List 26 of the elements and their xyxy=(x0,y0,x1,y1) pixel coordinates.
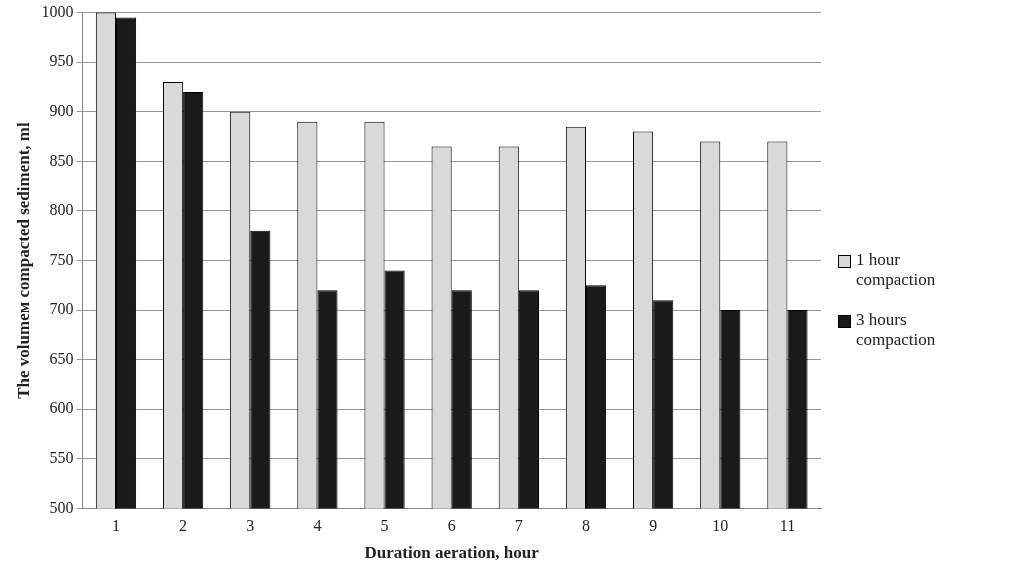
y-axis-title: The volumeм compacted sediment, ml xyxy=(13,121,33,399)
x-tick-label: 2 xyxy=(179,517,188,535)
y-tick-label: 600 xyxy=(49,399,74,417)
y-tick-label: 850 xyxy=(49,151,74,169)
legend-label: 1 hour compaction xyxy=(856,250,937,290)
x-tick-label: 6 xyxy=(447,517,456,535)
x-tick-label: 4 xyxy=(313,517,322,535)
y-tick-label: 950 xyxy=(49,52,74,70)
x-tick-label: 10 xyxy=(712,517,729,535)
x-tick-label: 11 xyxy=(779,517,796,535)
legend-label: 3 hours compaction xyxy=(856,310,937,350)
x-tick-label: 5 xyxy=(380,517,389,535)
x-tick-label: 9 xyxy=(649,517,658,535)
x-tick-label: 8 xyxy=(581,517,590,535)
x-tick-label: 7 xyxy=(514,517,523,535)
y-tick-label: 750 xyxy=(49,250,74,268)
x-tick-label: 3 xyxy=(246,517,255,535)
y-tick-label: 900 xyxy=(49,101,74,119)
y-tick-label: 800 xyxy=(49,201,74,219)
y-tick-label: 550 xyxy=(49,449,74,467)
y-tick-label: 500 xyxy=(49,498,74,516)
y-tick-label: 1000 xyxy=(41,2,74,20)
x-axis-title: Duration aeration, hour xyxy=(364,543,540,563)
y-tick-label: 650 xyxy=(49,349,74,367)
y-tick-label: 700 xyxy=(49,300,74,318)
x-tick-label: 1 xyxy=(111,517,120,535)
